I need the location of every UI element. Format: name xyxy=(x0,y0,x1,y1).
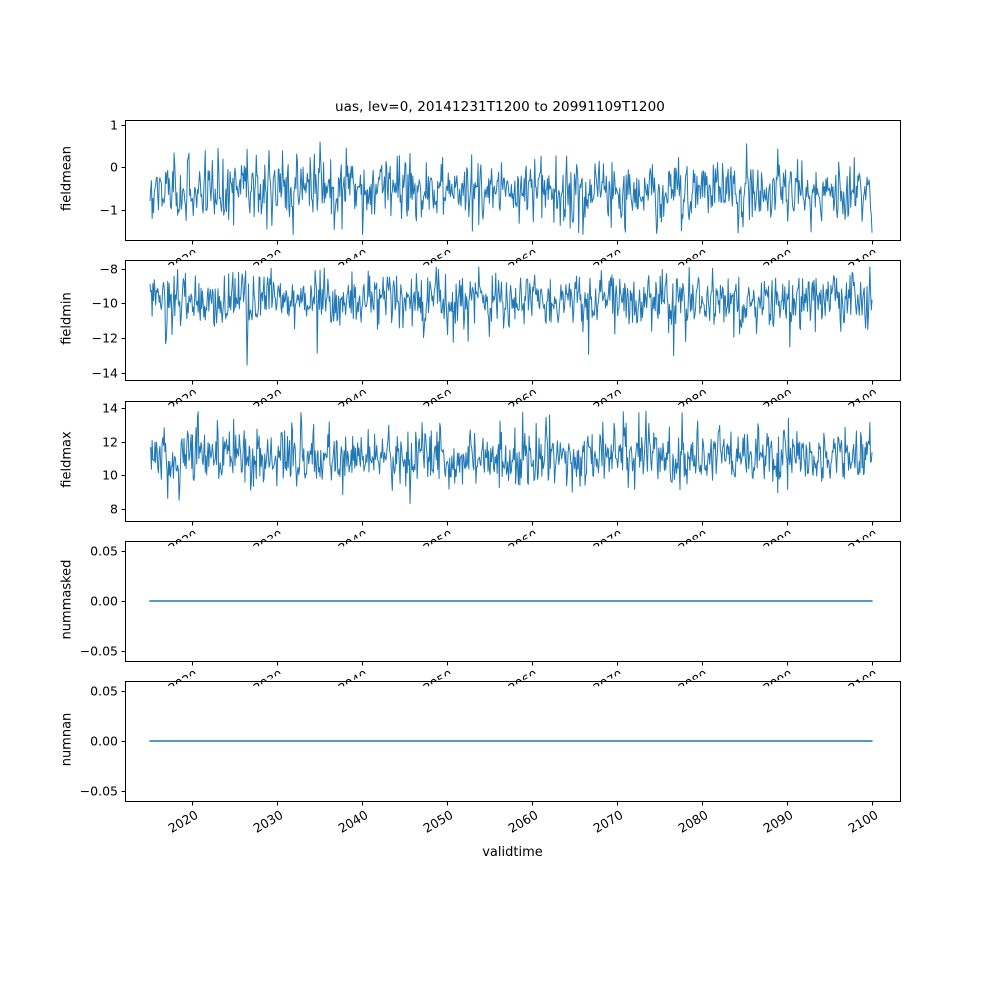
y-axis-label-numnan: numnan xyxy=(59,712,75,767)
y-tick-label: 14 xyxy=(102,400,118,416)
x-axis-label: validtime xyxy=(482,845,543,860)
y-tick-label: 0.00 xyxy=(90,733,118,749)
y-axis-label-fieldmean: fieldmean xyxy=(59,146,75,211)
y-tick-label: 12 xyxy=(102,434,118,450)
y-tick-label: −10 xyxy=(91,295,118,311)
y-tick-label: −1 xyxy=(99,202,118,218)
figure-title: uas, lev=0, 20141231T1200 to 20991109T12… xyxy=(335,99,665,115)
y-tick-label: 0.05 xyxy=(90,683,118,699)
y-tick-label: −8 xyxy=(99,261,118,277)
y-tick-label: 1 xyxy=(110,117,118,133)
y-tick-label: −0.05 xyxy=(79,643,118,659)
y-tick-label: −14 xyxy=(91,365,118,381)
y-axis-label-fieldmax: fieldmax xyxy=(59,431,75,488)
y-tick-label: 10 xyxy=(102,467,118,483)
y-tick-label: −12 xyxy=(91,330,118,346)
y-tick-label: 0.05 xyxy=(90,543,118,559)
y-axis-label-fieldmin: fieldmin xyxy=(59,292,75,345)
y-tick-label: 0.00 xyxy=(90,593,118,609)
y-tick-label: 8 xyxy=(110,501,118,517)
y-tick-label: −0.05 xyxy=(79,783,118,799)
y-axis-label-nummasked: nummasked xyxy=(59,559,75,640)
y-tick-label: 0 xyxy=(110,159,118,175)
